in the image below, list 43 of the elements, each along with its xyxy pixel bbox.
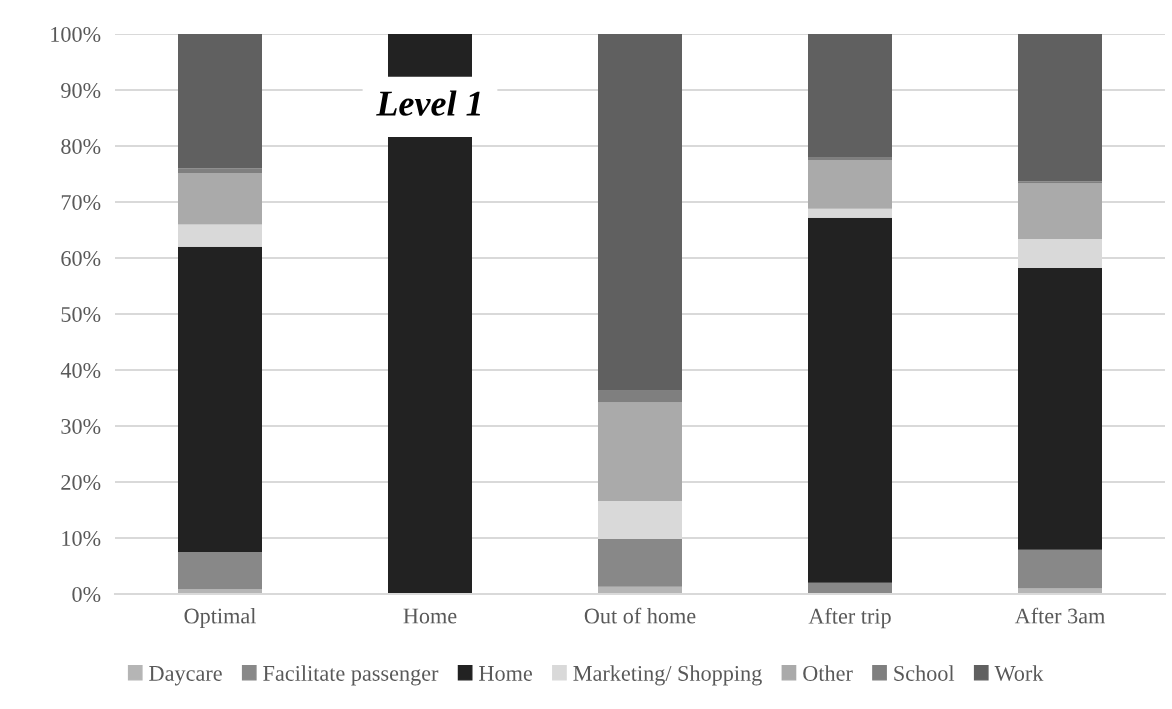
y-tick-label: 90% bbox=[61, 82, 101, 98]
bar bbox=[1018, 268, 1102, 550]
y-tick-label: 60% bbox=[61, 250, 101, 266]
bar bbox=[808, 208, 892, 218]
y-tick-label: 50% bbox=[61, 306, 101, 322]
y-tick-label: 10% bbox=[62, 530, 101, 546]
legend-label: School bbox=[894, 665, 955, 681]
y-tick-label: 40% bbox=[60, 362, 101, 378]
legend-label: Daycare bbox=[149, 666, 222, 686]
bar bbox=[178, 246, 262, 552]
bar bbox=[598, 34, 682, 391]
y-tick-label: 20% bbox=[61, 474, 101, 490]
y-tick-label: 0% bbox=[72, 586, 101, 602]
legend-label: Marketing/ Shopping bbox=[573, 665, 762, 686]
bar bbox=[808, 34, 892, 158]
annotation: Level 1 bbox=[376, 90, 480, 116]
bar bbox=[808, 217, 892, 583]
y-tick-label: 100% bbox=[51, 26, 101, 42]
bar bbox=[178, 168, 262, 173]
bar bbox=[178, 172, 262, 225]
x-tick-label: After trip bbox=[808, 607, 891, 629]
bar bbox=[1018, 181, 1102, 184]
y-tick-label: 70% bbox=[61, 194, 101, 210]
legend-label: Work bbox=[994, 665, 1044, 681]
bar bbox=[808, 160, 892, 209]
bar bbox=[598, 390, 682, 403]
legend-label: Home bbox=[479, 666, 532, 681]
legend-label: Other bbox=[803, 665, 853, 681]
y-tick-label: 80% bbox=[61, 138, 101, 154]
bar bbox=[178, 34, 262, 169]
bar bbox=[1018, 34, 1102, 182]
y-tick-label: 30% bbox=[61, 418, 101, 434]
bar bbox=[1018, 183, 1102, 239]
bar bbox=[178, 552, 262, 589]
bar bbox=[1018, 549, 1102, 589]
bar bbox=[178, 224, 262, 247]
x-tick-label: After 3am bbox=[1014, 607, 1105, 624]
bar bbox=[598, 539, 682, 587]
x-tick-label: Optimal bbox=[184, 607, 256, 629]
x-tick-label: Out of home bbox=[584, 607, 696, 624]
x-tick-label: Home bbox=[403, 608, 457, 624]
bar bbox=[598, 402, 682, 502]
legend-label: Facilitate passenger bbox=[263, 665, 439, 686]
